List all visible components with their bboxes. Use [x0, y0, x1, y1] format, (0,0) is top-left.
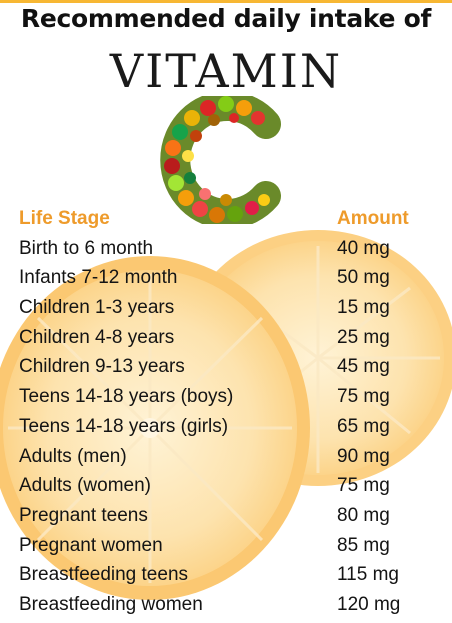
table-row: Adults (women) 75 mg — [0, 471, 452, 501]
life-stage-cell: Breastfeeding teens — [19, 564, 189, 586]
headline: Recommended daily intake of — [20, 4, 432, 33]
table-row: Pregnant women 85 mg — [0, 531, 452, 561]
table-row: Teens 14-18 years (boys) 75 mg — [0, 382, 452, 412]
amount-cell: 15 mg — [337, 297, 390, 319]
amount-cell: 40 mg — [337, 237, 390, 259]
amount-cell: 50 mg — [337, 267, 390, 289]
vitamin-c-intake-table: Life Stage Amount Birth to 6 month 40 mg… — [0, 204, 452, 620]
life-stage-cell: Breastfeeding women — [19, 593, 203, 615]
table-row: Children 4-8 years 25 mg — [0, 323, 452, 353]
life-stage-cell: Children 1-3 years — [19, 297, 175, 319]
life-stage-cell: Teens 14-18 years (girls) — [19, 415, 229, 437]
life-stage-cell: Pregnant teens — [19, 504, 148, 526]
life-stage-cell: Birth to 6 month — [19, 237, 154, 259]
table-row: Birth to 6 month 40 mg — [0, 234, 452, 264]
life-stage-header: Life Stage — [19, 208, 110, 229]
table-row: Infants 7-12 month 50 mg — [0, 263, 452, 293]
table-row: Breastfeeding teens 115 mg — [0, 560, 452, 590]
amount-cell: 65 mg — [337, 415, 390, 437]
life-stage-cell: Adults (men) — [19, 445, 127, 467]
table-row: Pregnant teens 80 mg — [0, 501, 452, 531]
orange-halves-illustration — [0, 230, 452, 600]
amount-cell: 90 mg — [337, 445, 390, 467]
table-header-row: Life Stage Amount — [0, 204, 452, 234]
table-row: Children 1-3 years 15 mg — [0, 293, 452, 323]
amount-header: Amount — [337, 208, 409, 229]
amount-cell: 45 mg — [337, 356, 390, 378]
table-row: Children 9-13 years 45 mg — [0, 352, 452, 382]
life-stage-cell: Children 4-8 years — [19, 326, 175, 348]
amount-cell: 85 mg — [337, 534, 390, 556]
life-stage-cell: Pregnant women — [19, 534, 163, 556]
amount-cell: 115 mg — [337, 564, 399, 586]
table-row: Breastfeeding women 120 mg — [0, 590, 452, 620]
amount-cell: 75 mg — [337, 386, 390, 408]
vitamin-title: VITAMIN — [109, 44, 343, 98]
table-row: Teens 14-18 years (girls) 65 mg — [0, 412, 452, 442]
life-stage-cell: Children 9-13 years — [19, 356, 185, 378]
top-accent-strip — [0, 0, 452, 3]
life-stage-cell: Infants 7-12 month — [19, 267, 178, 289]
amount-cell: 25 mg — [337, 326, 390, 348]
table-row: Adults (men) 90 mg — [0, 442, 452, 472]
amount-cell: 75 mg — [337, 475, 390, 497]
fruit-letter-c-illustration — [160, 96, 281, 224]
amount-cell: 120 mg — [337, 593, 401, 615]
amount-cell: 80 mg — [337, 504, 390, 526]
life-stage-cell: Adults (women) — [19, 475, 151, 497]
life-stage-cell: Teens 14-18 years (boys) — [19, 386, 234, 408]
